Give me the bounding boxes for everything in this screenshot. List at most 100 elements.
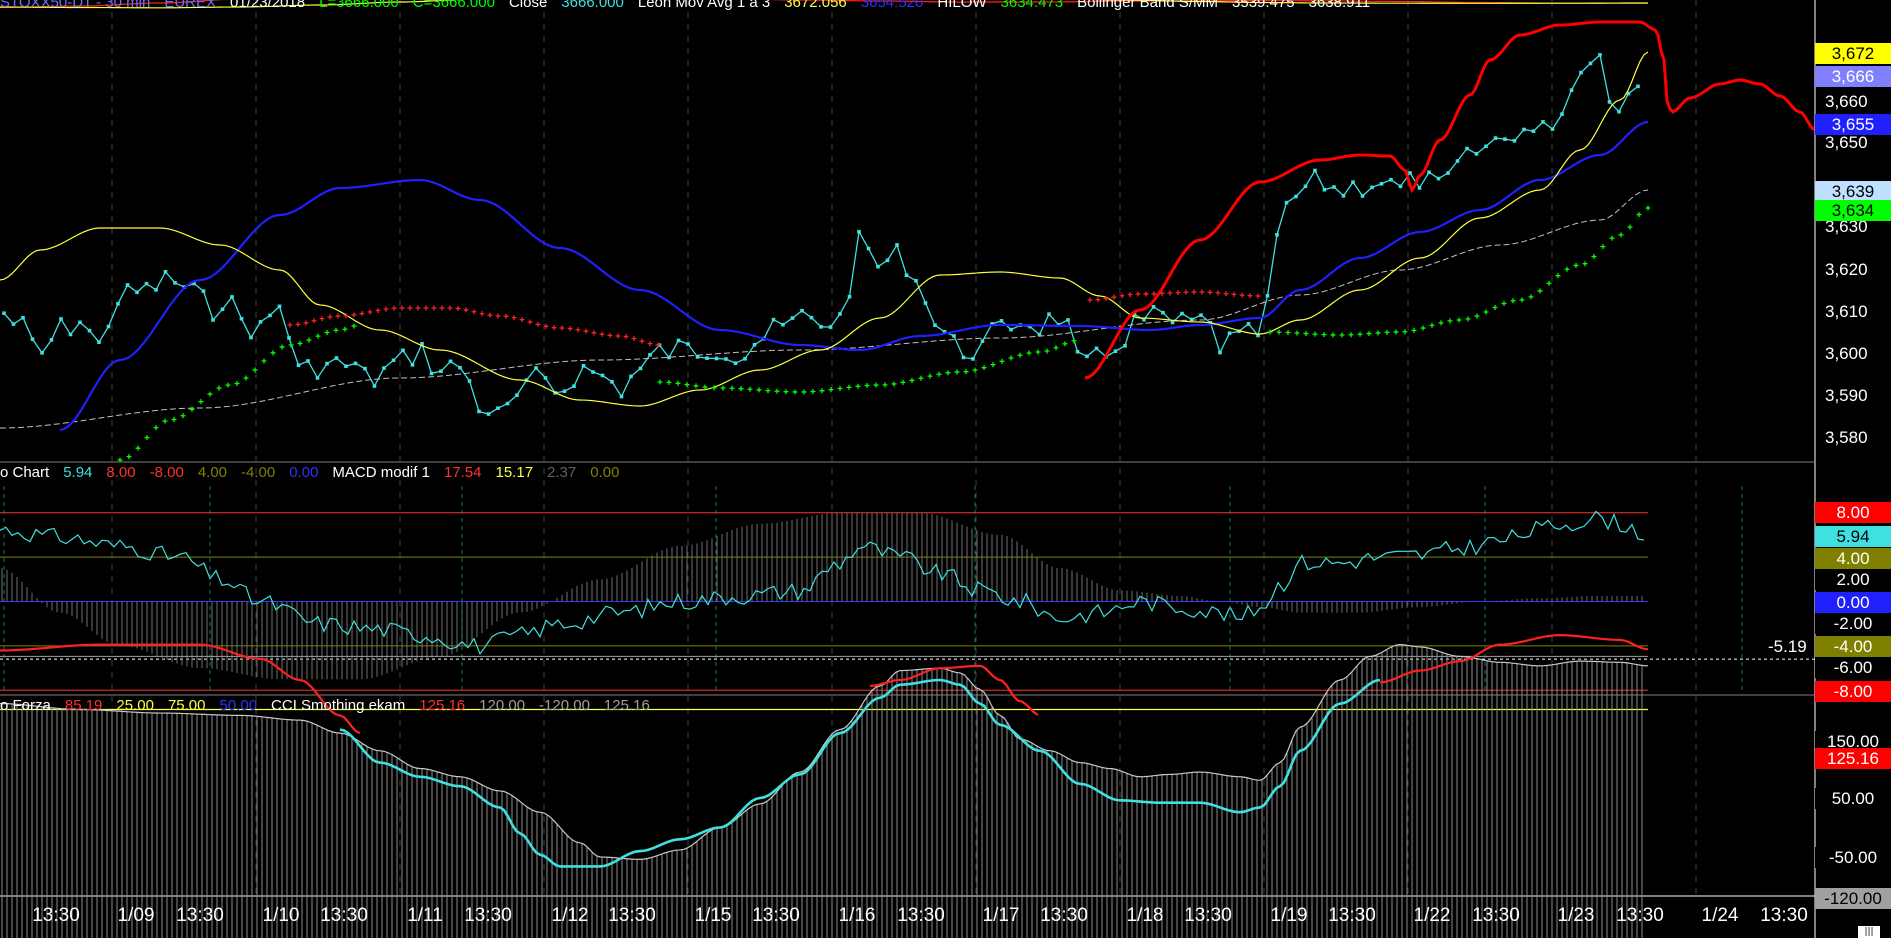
price-point [1341, 194, 1346, 198]
hilow-green-marker [306, 337, 312, 343]
cci-red-line [869, 664, 1039, 716]
hilow-red-marker [1143, 291, 1149, 297]
price-axis-label: 3,590 [1825, 386, 1868, 405]
hilow-red-marker [1255, 293, 1261, 299]
price-point [40, 351, 44, 355]
hilow-red-marker [439, 305, 445, 311]
price-point [344, 364, 348, 369]
hilow-green-marker [981, 365, 987, 371]
price-point [1588, 61, 1593, 66]
scroll-corner-icon[interactable]: ||| [1858, 926, 1880, 938]
cci_header-item: 75.00 [167, 697, 206, 714]
price-point [173, 281, 177, 285]
hilow-green-marker [963, 369, 969, 375]
price-point [220, 307, 225, 312]
macd-signal-line [0, 0, 1649, 9]
price-point [496, 406, 500, 410]
time-axis-label: 1/19 [1270, 905, 1308, 926]
price_header-item: 3634.473 [1000, 0, 1064, 11]
hilow-green-marker [855, 383, 861, 389]
price-point [1123, 343, 1127, 348]
hilow-green-marker [1294, 330, 1300, 336]
cci-panel-header: o Forza 85.19 25.00 75.00 50.00 CCI Smothing … [0, 697, 664, 715]
hilow-red-marker [343, 313, 349, 319]
price_header-item: 3666.000 [561, 0, 624, 11]
hilow-red-marker [647, 341, 653, 347]
hilow-green-marker [1321, 332, 1327, 338]
price_header-item: 3539.475 [1232, 0, 1295, 11]
osc_header-item: 2.37 [547, 464, 577, 481]
time-axis-label: 13:30 [32, 905, 80, 926]
hilow-red-marker [583, 328, 589, 334]
hilow-green-marker [765, 388, 771, 394]
price-point [1493, 136, 1498, 140]
hilow-green-marker [1546, 280, 1552, 286]
price-point [1427, 170, 1431, 175]
hilow-green-marker [990, 362, 996, 368]
price-point [1284, 200, 1289, 205]
price-point [724, 357, 728, 361]
hilow-green-marker [252, 367, 258, 373]
hilow-red-marker [655, 342, 661, 348]
price-point [1474, 152, 1479, 156]
hilow-green-marker [216, 385, 222, 391]
price-point [971, 357, 975, 361]
price-point [838, 312, 842, 316]
hilow-green-marker [333, 327, 339, 333]
price-point [1265, 293, 1270, 298]
price-point [1113, 349, 1118, 353]
price-point [1256, 333, 1260, 338]
time-axis-label: 1/16 [838, 905, 876, 926]
price-point [1379, 181, 1384, 186]
price-point [895, 243, 899, 247]
hilow-green-marker [270, 350, 276, 356]
hilow-red-marker [407, 305, 413, 311]
hilow-green-marker [1393, 329, 1399, 335]
price-point [163, 270, 168, 274]
hilow-green-marker [729, 385, 735, 391]
price-point [1094, 346, 1099, 351]
time-axis-label: 13:30 [176, 905, 224, 926]
price-point [1028, 324, 1032, 329]
hilow-green-marker [1447, 318, 1453, 324]
osc-tags-value-tag: 8.00 [1815, 502, 1891, 523]
hilow-green-marker [1636, 212, 1642, 218]
price-point [391, 358, 396, 363]
price-point [1579, 70, 1583, 75]
hilow-red-marker [1199, 289, 1205, 295]
price-point [59, 317, 63, 321]
hilow-green-marker [1492, 305, 1498, 311]
hilow-green-marker [153, 425, 159, 431]
hilow-red-marker [391, 305, 397, 311]
price_header-item: HILOW [937, 0, 987, 11]
price-point [1227, 331, 1232, 336]
hilow-green-marker [198, 399, 204, 405]
hilow-green-marker [1276, 329, 1282, 335]
price-point [1047, 312, 1051, 316]
price-point [277, 304, 282, 309]
hilow-green-marker [1555, 273, 1561, 279]
price-tags-value-tag: 3,639 [1815, 181, 1891, 202]
price-point [752, 342, 757, 347]
oscillator-panel-header: o Chart 5.94 8.00 -8.00 4.00 -4.00 0.00 MACD mo… [0, 464, 633, 482]
price-point [78, 320, 82, 325]
price-point [1626, 91, 1631, 96]
price-point [591, 370, 595, 374]
hilow-green-marker [1411, 327, 1417, 333]
hilow-green-marker [297, 340, 303, 346]
price-point [401, 348, 405, 353]
price-axis-label: 3,610 [1825, 302, 1868, 321]
hilow-green-marker [171, 417, 177, 423]
hilow-red-marker [623, 334, 629, 340]
cci_header-item: 120.00 [479, 697, 526, 714]
price-point [771, 317, 776, 322]
hilow-red-marker [543, 323, 549, 329]
osc_header-item: 0.00 [289, 464, 319, 481]
price-point [486, 412, 491, 416]
price-tags-value-tag: 3,672 [1815, 43, 1891, 64]
hilow-green-marker [837, 386, 843, 391]
hilow-green-marker [1035, 349, 1041, 355]
cci-tags-value-tag: -50.00 [1815, 847, 1891, 868]
macd-red-line [0, 0, 1648, 9]
